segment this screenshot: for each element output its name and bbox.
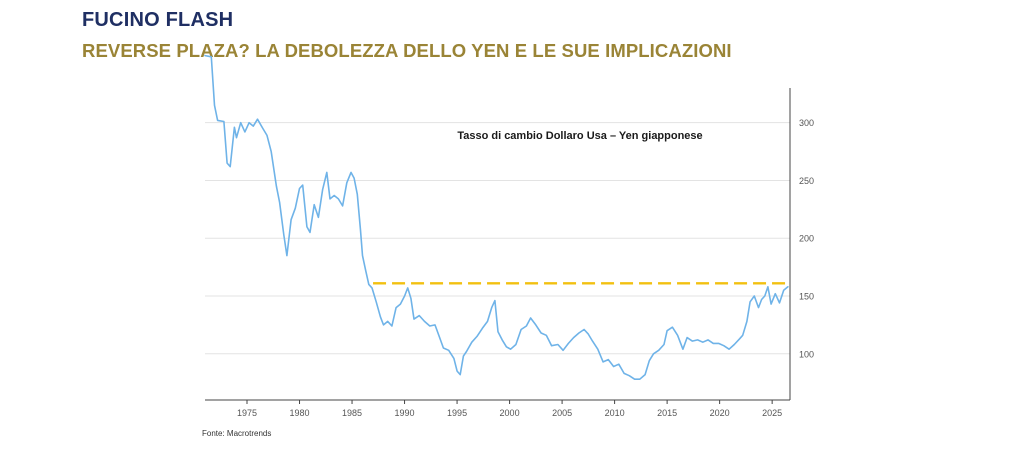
y-tick-label: 200 [799,234,814,244]
y-tick-label: 100 [799,349,814,359]
y-tick-label: 300 [799,118,814,128]
x-tick-label: 1995 [447,408,467,418]
x-tick-label: 1980 [290,408,310,418]
x-tick-label: 2010 [605,408,625,418]
chart-title: Tasso di cambio Dollaro Usa – Yen giappo… [457,130,702,142]
brand-title: FUCINO FLASH [82,9,234,31]
x-tick-label: 2020 [710,408,730,418]
axes: 100 150 200 250 300 1975 1980 1985 1990 1995 2000 2… [205,88,814,418]
grid [205,122,790,355]
series-layer [204,54,789,381]
x-tick-label: 1985 [342,408,362,418]
series-line-usd-jpy [204,54,789,381]
headline: REVERSE PLAZA? LA DEBOLEZZA DELLO YEN E … [82,40,732,61]
x-tick-label: 2025 [762,408,782,418]
x-tick-label: 2000 [500,408,520,418]
source-note: Fonte: Macrotrends [202,429,272,438]
x-tick-label: 2015 [657,408,677,418]
x-tick-label: 1975 [237,408,257,418]
y-tick-label: 250 [799,176,814,186]
x-tick-label: 1990 [395,408,415,418]
y-tick-label: 150 [799,292,814,302]
x-tick-label: 2005 [552,408,572,418]
